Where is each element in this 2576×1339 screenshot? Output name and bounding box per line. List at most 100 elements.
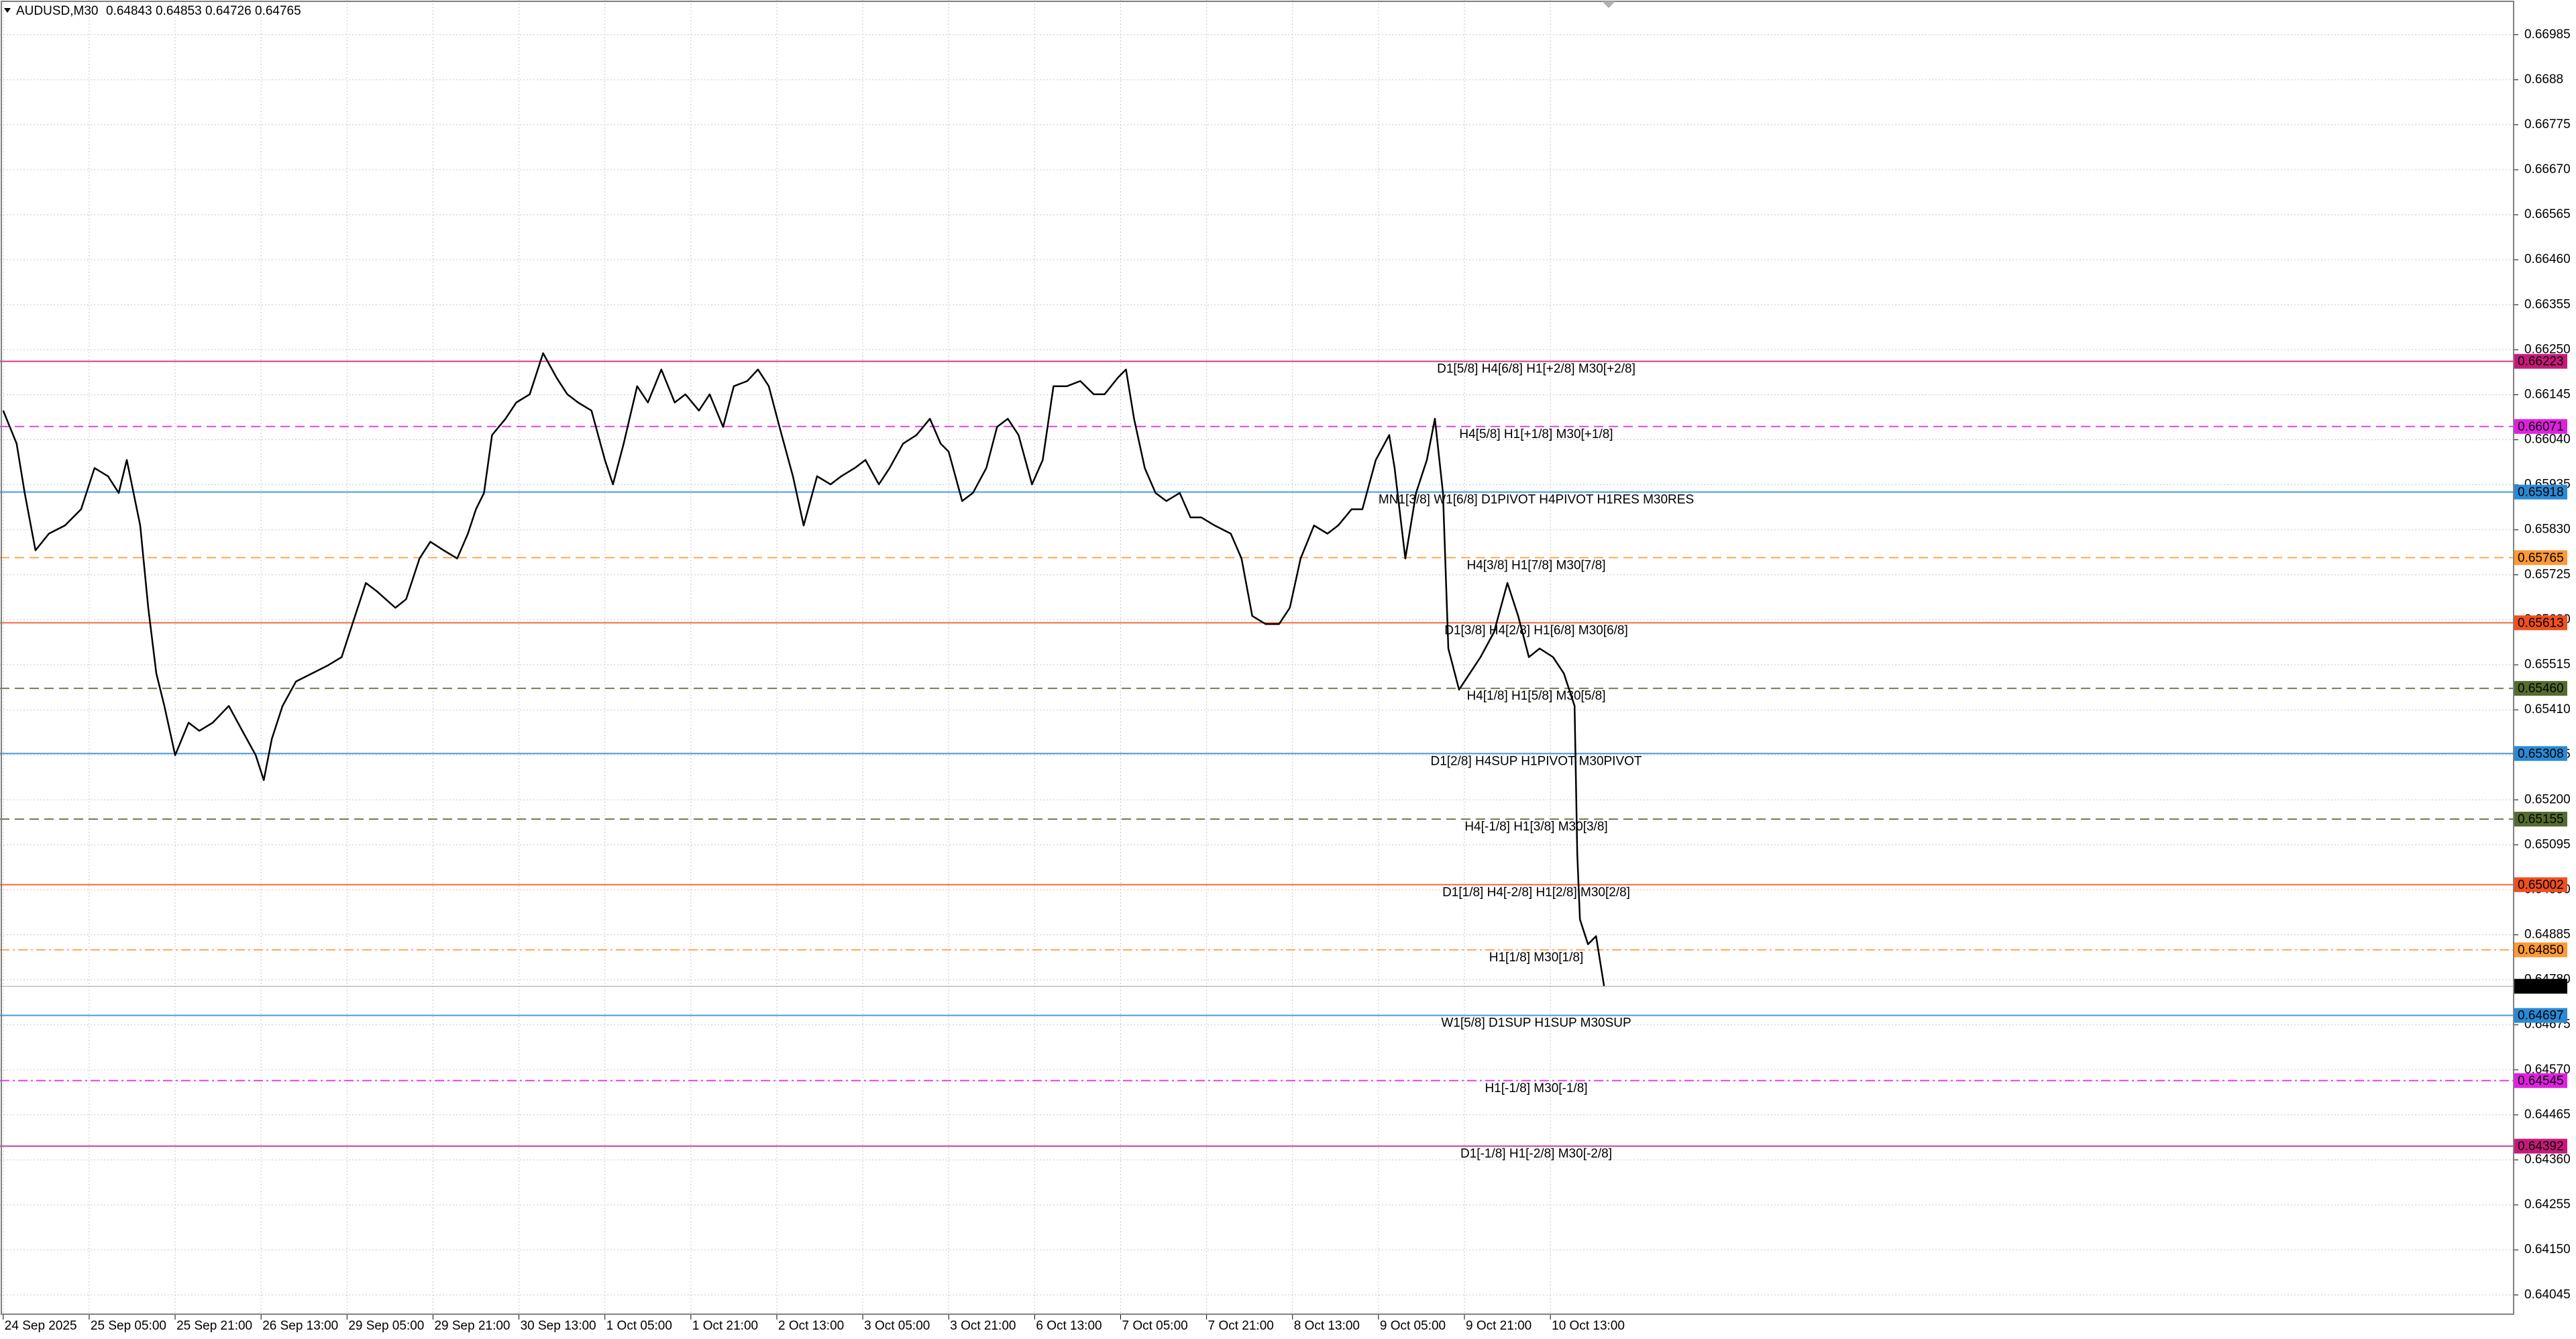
levels: D1[5/8] H4[6/8] H1[+2/8] M30[+2/8] H4[5/8… [0, 360, 2514, 1161]
y-tick-label: 0.64360 [2524, 1153, 2571, 1167]
level-label: H4[1/8] H1[5/8] M30[5/8] [1466, 689, 1605, 703]
y-tick-label: 0.66250 [2524, 342, 2571, 356]
level-label: D1[2/8] H4SUP H1PIVOT M30PIVOT [1430, 754, 1642, 768]
price-line [2, 352, 1605, 987]
price [0, 352, 2514, 987]
price-tag [2514, 484, 2567, 500]
current-price-label: 0.64765 [2518, 979, 2564, 994]
x-tick-label: 9 Oct 05:00 [1380, 1319, 1446, 1333]
x-tick-label: 3 Oct 05:00 [864, 1319, 930, 1333]
level-label: H1[-1/8] M30[-1/8] [1485, 1081, 1587, 1095]
x-tick-label: 2 Oct 13:00 [778, 1319, 844, 1333]
y-tick-label: 0.66670 [2524, 162, 2571, 176]
menu-arrow[interactable] [4, 8, 11, 13]
shift-marker [1602, 1, 1615, 8]
price-tag [2514, 877, 2567, 892]
y-tick-label: 0.66565 [2524, 207, 2571, 221]
current-price-tag [2514, 979, 2567, 994]
x-tick-label: 3 Oct 21:00 [950, 1319, 1016, 1333]
x-tick-label: 6 Oct 13:00 [1036, 1319, 1102, 1333]
y-tick-label: 0.65725 [2524, 568, 2571, 582]
x-tick-label: 24 Sep 2025 [5, 1319, 77, 1333]
price-tag-label: 0.64392 [2518, 1140, 2564, 1154]
grid [0, 0, 2514, 1314]
price-tag [2514, 1138, 2567, 1154]
price-tag-label: 0.64697 [2518, 1009, 2564, 1023]
price-tag-label: 0.65002 [2518, 878, 2564, 892]
x-tick-label: 25 Sep 21:00 [176, 1319, 252, 1333]
price-tag [2514, 681, 2567, 696]
y-tick-label: 0.65830 [2524, 523, 2571, 537]
y-tick-label: 0.64150 [2524, 1242, 2571, 1256]
x-tick-label: 10 Oct 13:00 [1552, 1319, 1625, 1333]
y-tick-label: 0.65515 [2524, 657, 2571, 672]
quote-value: 0.64853 [156, 4, 202, 18]
price-tag-label: 0.66071 [2518, 420, 2564, 434]
x-tick-label: 25 Sep 05:00 [91, 1319, 166, 1333]
price-tag-label: 0.66223 [2518, 355, 2564, 369]
y-tick-label: 0.66355 [2524, 297, 2571, 311]
level-label: D1[-1/8] H1[-2/8] M30[-2/8] [1460, 1147, 1612, 1161]
y-tick-label: 0.64045 [2524, 1287, 2571, 1301]
x-tick-label: 9 Oct 21:00 [1466, 1319, 1532, 1333]
level-label: H4[5/8] H1[+1/8] M30[+1/8] [1459, 427, 1613, 441]
x-tick-label: 30 Sep 13:00 [521, 1319, 596, 1333]
price-tag [2514, 942, 2567, 957]
price-tag-label: 0.64850 [2518, 943, 2564, 957]
y-tick-label: 0.66460 [2524, 252, 2571, 266]
x-tick-label: 7 Oct 21:00 [1208, 1319, 1274, 1333]
x-tick-label: 29 Sep 21:00 [434, 1319, 510, 1333]
price-tag [2514, 1008, 2567, 1023]
x-tick-label: 1 Oct 05:00 [606, 1319, 672, 1333]
x-tick-label: 8 Oct 13:00 [1294, 1319, 1360, 1333]
y-tick-label: 0.66145 [2524, 387, 2571, 401]
y-tick-label: 0.65095 [2524, 837, 2571, 851]
x-tick-label: 7 Oct 05:00 [1122, 1319, 1187, 1333]
level-label: H4[-1/8] H1[3/8] M30[3/8] [1464, 820, 1607, 834]
plot-frame [1, 1, 2514, 1315]
quote-value: 0.64726 [205, 4, 252, 18]
price-tag-label: 0.65308 [2518, 747, 2564, 761]
y-tick-label: 0.65410 [2524, 702, 2571, 716]
y-tick-label: 0.64885 [2524, 928, 2571, 942]
price-tag [2514, 419, 2567, 434]
x-tick-label: 26 Sep 13:00 [262, 1319, 338, 1333]
price-tag-label: 0.65613 [2518, 616, 2564, 630]
level-label: W1[5/8] D1SUP H1SUP M30SUP [1441, 1016, 1631, 1030]
quote: 0.64843 0.64853 0.64726 0.64765 [106, 4, 301, 18]
axes: 0.66985 0.6688 0.66775 0.66670 0.66565 0.6646… [3, 28, 2571, 1333]
y-tick-label: 0.64465 [2524, 1108, 2571, 1122]
price-tag [2514, 615, 2567, 631]
x-tick-label: 1 Oct 21:00 [692, 1319, 758, 1333]
price-tag [2514, 746, 2567, 761]
price-tag-label: 0.65460 [2518, 682, 2564, 696]
y-tick-label: 0.66040 [2524, 433, 2571, 447]
y-tick-label: 0.6688 [2524, 72, 2563, 87]
price-tag-label: 0.65918 [2518, 486, 2564, 500]
level-label: H4[3/8] H1[7/8] M30[7/8] [1466, 558, 1605, 572]
price-tag [2514, 812, 2567, 827]
level-label: D1[1/8] H4[-2/8] H1[2/8] M30[2/8] [1442, 886, 1630, 900]
price-tag [2514, 550, 2567, 566]
y-tick-label: 0.64570 [2524, 1063, 2571, 1077]
quote-value: 0.64843 [106, 4, 152, 18]
level-label: D1[5/8] H4[6/8] H1[+2/8] M30[+2/8] [1437, 362, 1635, 376]
price-tag-label: 0.64545 [2518, 1074, 2564, 1088]
symbol-title: AUDUSD,M30 [16, 4, 98, 18]
y-tick-label: 0.64255 [2524, 1197, 2571, 1212]
price-tag [2514, 354, 2567, 369]
price-tag-label: 0.65765 [2518, 551, 2564, 565]
price-tag-label: 0.65155 [2518, 812, 2564, 826]
y-tick-label: 0.66985 [2524, 28, 2571, 42]
x-tick-label: 29 Sep 05:00 [348, 1319, 424, 1333]
y-tick-label: 0.66775 [2524, 117, 2571, 131]
level-label: H1[1/8] M30[1/8] [1489, 951, 1583, 965]
price-tag [2514, 1073, 2567, 1088]
level-label: D1[3/8] H4[2/8] H1[6/8] M30[6/8] [1444, 623, 1628, 637]
quote-value: 0.64765 [255, 4, 301, 18]
level-label: MN1[3/8] W1[6/8] D1PIVOT H4PIVOT H1RES M… [1379, 493, 1694, 507]
y-tick-label: 0.65200 [2524, 792, 2571, 806]
